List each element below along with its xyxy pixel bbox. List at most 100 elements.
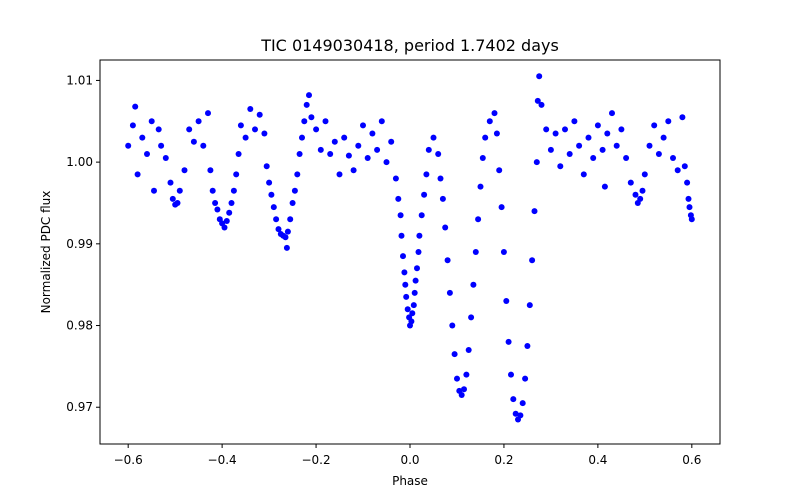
data-point bbox=[609, 110, 615, 117]
data-point bbox=[287, 216, 294, 223]
data-point bbox=[369, 130, 376, 137]
data-point bbox=[256, 111, 263, 118]
data-point bbox=[639, 187, 646, 194]
data-point bbox=[275, 226, 282, 233]
data-point bbox=[308, 114, 315, 121]
x-axis-label: Phase bbox=[392, 474, 428, 488]
data-point bbox=[641, 171, 648, 178]
data-point bbox=[416, 232, 423, 239]
data-point bbox=[411, 289, 418, 296]
data-point bbox=[524, 343, 531, 349]
y-tick-label: 1.01 bbox=[66, 73, 93, 87]
data-point bbox=[317, 146, 324, 153]
data-point bbox=[403, 293, 410, 300]
data-point bbox=[512, 410, 519, 417]
data-point bbox=[425, 146, 432, 153]
data-point bbox=[410, 302, 417, 309]
chart-title: TIC 0149030418, period 1.7402 days bbox=[260, 36, 559, 55]
data-point bbox=[397, 212, 404, 219]
x-tick-label: 0.0 bbox=[400, 453, 419, 467]
data-point bbox=[306, 92, 312, 99]
data-point bbox=[303, 101, 310, 108]
y-tick-label: 0.98 bbox=[66, 319, 93, 333]
data-point bbox=[291, 187, 298, 194]
data-point bbox=[176, 187, 183, 194]
data-point bbox=[401, 269, 408, 276]
data-point bbox=[388, 138, 395, 145]
data-point bbox=[496, 167, 503, 174]
data-point bbox=[181, 167, 188, 174]
data-point bbox=[139, 134, 146, 141]
data-point bbox=[533, 159, 540, 166]
data-point bbox=[301, 118, 308, 125]
data-point bbox=[557, 163, 564, 170]
data-point bbox=[517, 412, 524, 419]
data-point bbox=[468, 314, 475, 321]
data-point bbox=[566, 151, 573, 157]
data-point bbox=[674, 167, 681, 174]
data-point bbox=[148, 118, 155, 125]
data-point bbox=[414, 265, 420, 272]
data-point bbox=[623, 155, 630, 161]
data-point bbox=[360, 122, 366, 129]
data-point bbox=[398, 232, 405, 239]
data-point bbox=[479, 155, 486, 161]
data-point bbox=[465, 347, 472, 353]
data-point bbox=[400, 253, 406, 260]
data-point bbox=[685, 195, 692, 202]
data-point bbox=[510, 396, 517, 403]
data-point bbox=[552, 130, 559, 137]
data-point bbox=[536, 73, 543, 80]
data-point bbox=[364, 155, 371, 161]
data-point bbox=[486, 118, 493, 125]
data-point bbox=[283, 244, 290, 251]
data-point bbox=[392, 175, 399, 182]
data-point bbox=[529, 257, 536, 264]
data-point bbox=[449, 322, 456, 329]
data-point bbox=[190, 138, 197, 145]
data-point bbox=[562, 126, 568, 133]
data-point bbox=[660, 134, 667, 141]
x-tick-label: 0.6 bbox=[682, 453, 701, 467]
data-point bbox=[214, 206, 221, 213]
data-point bbox=[670, 155, 676, 161]
data-point bbox=[482, 134, 489, 141]
data-point bbox=[665, 118, 672, 125]
data-point bbox=[402, 281, 409, 288]
data-point bbox=[599, 146, 606, 153]
data-point bbox=[538, 101, 545, 108]
data-point bbox=[395, 195, 402, 202]
y-axis-ticks: 0.97 0.98 0.99 1.00 1.01 bbox=[66, 73, 100, 414]
data-point bbox=[289, 200, 296, 206]
data-point bbox=[493, 130, 500, 137]
data-point bbox=[404, 306, 411, 313]
y-axis-label: Normalized PDC flux bbox=[39, 191, 53, 314]
data-point bbox=[442, 224, 449, 231]
data-point bbox=[378, 118, 385, 125]
data-point bbox=[144, 151, 150, 157]
data-point bbox=[571, 118, 578, 125]
data-point bbox=[498, 204, 505, 211]
data-point bbox=[205, 110, 211, 117]
data-point bbox=[632, 191, 639, 198]
data-point bbox=[421, 191, 428, 198]
data-point bbox=[341, 134, 348, 141]
data-point bbox=[374, 146, 381, 153]
data-point bbox=[226, 209, 233, 216]
data-point bbox=[508, 371, 514, 378]
data-point bbox=[594, 122, 601, 129]
data-point bbox=[477, 183, 484, 190]
data-point bbox=[270, 204, 277, 211]
data-point bbox=[261, 130, 268, 137]
data-point bbox=[505, 338, 512, 345]
data-point bbox=[576, 142, 583, 149]
data-point bbox=[263, 163, 270, 170]
data-point bbox=[503, 298, 510, 304]
x-tick-label: −0.4 bbox=[208, 453, 237, 467]
data-point bbox=[209, 187, 216, 194]
data-point bbox=[618, 126, 625, 133]
data-point bbox=[435, 151, 442, 157]
x-axis-ticks: −0.6 −0.4 −0.2 0.0 0.2 0.4 0.6 bbox=[114, 444, 701, 467]
data-point bbox=[212, 200, 219, 206]
